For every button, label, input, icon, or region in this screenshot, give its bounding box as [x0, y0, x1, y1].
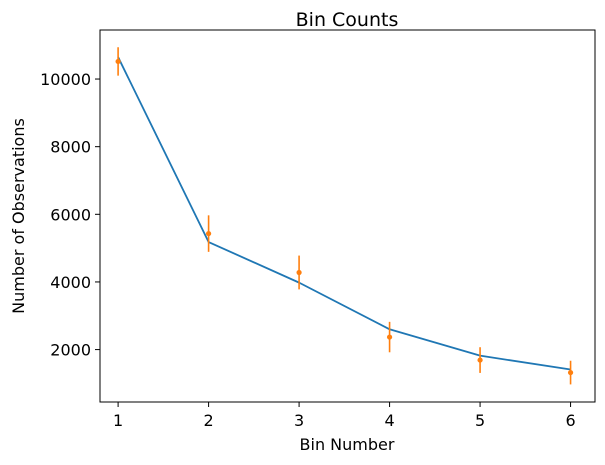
y-tick-label-6000: 6000	[50, 205, 91, 224]
x-tick-label-3: 3	[294, 411, 304, 430]
x-axis-label: Bin Number	[300, 435, 395, 454]
data-point-1	[115, 58, 121, 65]
axes-frame	[99, 29, 596, 403]
data-point-6	[567, 369, 574, 376]
chart-title: Bin Counts	[296, 9, 399, 31]
ticks: 1 2 3 4 5 6 2000 4000 6000 8000 10000	[40, 70, 576, 430]
y-tick-label-2000: 2000	[50, 341, 91, 360]
y-axis-label: Number of Observations	[9, 118, 28, 314]
x-tick-label-5: 5	[475, 411, 485, 430]
y-tick-label-4000: 4000	[50, 273, 91, 292]
series-line	[117, 56, 571, 371]
y-tick-label-10000: 10000	[40, 70, 91, 89]
data-point-3	[296, 269, 302, 276]
x-tick-label-6: 6	[565, 411, 575, 430]
data-point-2	[205, 230, 212, 237]
data-point-5	[477, 357, 483, 363]
data-point-4	[386, 334, 393, 340]
x-tick-label-1: 1	[113, 411, 123, 430]
y-tick-label-8000: 8000	[50, 138, 91, 157]
x-tick-label-4: 4	[384, 411, 394, 430]
x-tick-label-2: 2	[203, 411, 213, 430]
plot-area	[115, 47, 574, 385]
